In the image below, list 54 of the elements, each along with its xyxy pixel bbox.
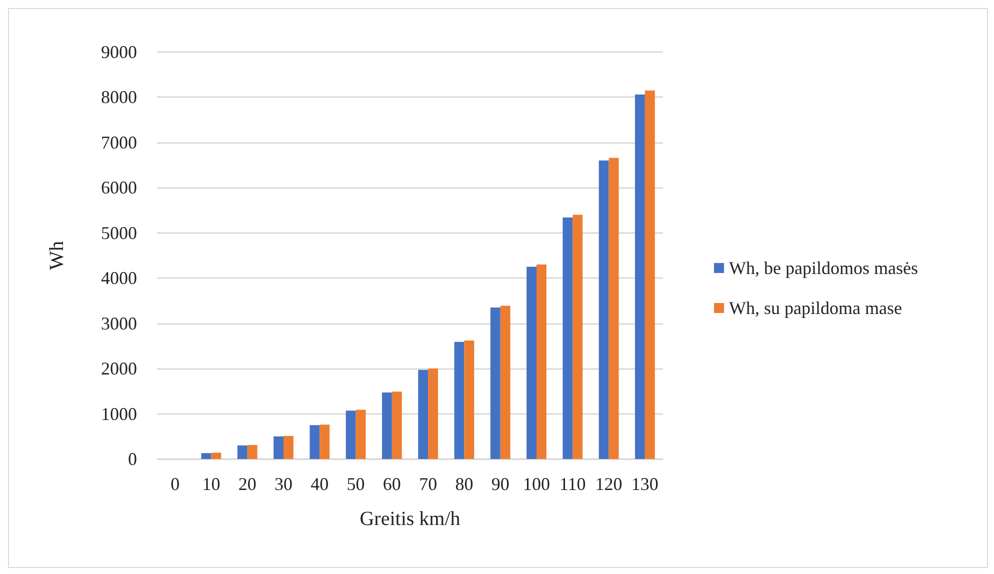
- y-tick-label: 6000: [101, 178, 137, 198]
- bar: [356, 410, 366, 459]
- bar: [211, 452, 222, 459]
- x-tick-label: 10: [202, 474, 220, 494]
- x-tick-label: 50: [346, 474, 365, 494]
- bar: [464, 340, 474, 459]
- bar: [428, 368, 438, 459]
- x-tick-label: 100: [523, 474, 550, 494]
- x-tick-label: 90: [491, 474, 510, 494]
- x-tick-label: 30: [274, 474, 292, 494]
- y-tick-label: 3000: [101, 313, 137, 334]
- bar: [237, 445, 248, 459]
- bar: [490, 308, 500, 459]
- y-tick-label: 0: [128, 449, 137, 469]
- bar: [346, 410, 356, 459]
- bar: [320, 424, 330, 459]
- bar: [526, 266, 536, 459]
- bar: [598, 160, 609, 459]
- x-tick-label: 80: [455, 474, 474, 494]
- x-tick-label: 0: [170, 474, 180, 494]
- y-tick-label: 7000: [101, 132, 137, 152]
- bar: [310, 425, 320, 459]
- bar: [562, 218, 573, 459]
- x-tick-label: 130: [631, 474, 658, 494]
- x-tick-label: 40: [310, 474, 329, 494]
- x-tick-label: 70: [419, 474, 438, 494]
- y-tick-label: 4000: [101, 268, 137, 288]
- bar: [247, 444, 258, 459]
- bar: [392, 392, 402, 459]
- bar: [454, 342, 464, 459]
- y-tick-label: 8000: [101, 87, 137, 108]
- y-tick-label: 9000: [101, 42, 137, 62]
- bar: [572, 214, 583, 459]
- bar: [284, 436, 294, 459]
- legend-label: Wh, be papildomos masės: [729, 258, 918, 278]
- bar: [382, 392, 392, 459]
- bar: [608, 158, 619, 459]
- bar: [536, 264, 546, 459]
- bar: [634, 94, 645, 459]
- legend-label: Wh, su papildoma mase: [729, 298, 902, 318]
- bar: [274, 436, 284, 459]
- y-tick-label: 1000: [101, 404, 137, 424]
- x-axis-title: Greitis km/h: [360, 508, 460, 530]
- y-axis-title: Wh: [46, 241, 68, 270]
- x-tick-label: 120: [595, 474, 622, 494]
- bar: [500, 306, 510, 459]
- x-tick-label: 110: [559, 474, 586, 494]
- y-tick-label: 5000: [101, 222, 137, 243]
- x-tick-label: 20: [238, 474, 256, 494]
- bar: [418, 370, 428, 459]
- bar: [201, 453, 212, 459]
- bar: [644, 90, 655, 459]
- x-tick-label: 60: [382, 474, 401, 494]
- y-tick-label: 2000: [101, 358, 137, 379]
